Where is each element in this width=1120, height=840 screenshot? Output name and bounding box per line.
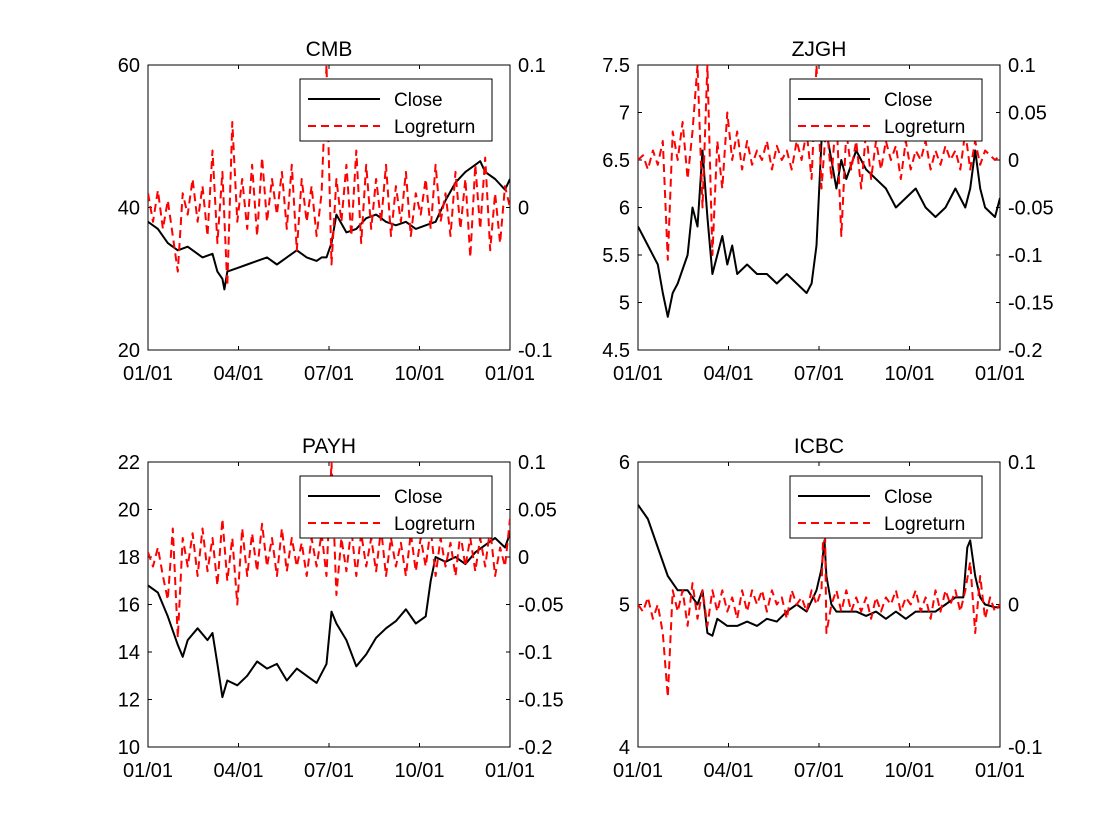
- chart-title: ICBC: [794, 435, 844, 458]
- legend-box: [299, 78, 493, 142]
- legend-label: Close: [884, 90, 933, 111]
- y-right-tick-label: -0.15: [1008, 293, 1054, 315]
- y-right-tick-label: 0.1: [1008, 452, 1036, 474]
- x-tick-label: 01/01: [123, 760, 173, 782]
- x-tick-label: 01/01: [485, 760, 535, 782]
- x-tick-label: 04/01: [703, 363, 753, 385]
- chart-title: ZJGH: [792, 38, 847, 61]
- y-right-tick-label: 0.1: [1008, 55, 1036, 77]
- legend: Close Logreturn: [299, 78, 493, 142]
- series-line-close: [638, 130, 1000, 318]
- y-left-tick-label: 7.5: [602, 55, 630, 77]
- x-tick-label: 10/01: [884, 363, 934, 385]
- x-tick-label: 04/01: [213, 363, 263, 385]
- y-left-tick-label: 16: [118, 595, 140, 617]
- legend-label: Logreturn: [884, 117, 965, 138]
- legend: Close Logreturn: [299, 475, 493, 539]
- y-left-tick-label: 22: [118, 452, 140, 474]
- y-right-tick-label: -0.2: [1008, 340, 1042, 362]
- legend-label: Logreturn: [884, 514, 965, 535]
- y-right-tick-label: -0.2: [518, 737, 552, 759]
- y-left-tick-label: 6: [619, 198, 630, 220]
- y-left-tick-label: 6.5: [602, 150, 630, 172]
- y-left-tick-label: 5: [619, 595, 630, 617]
- x-tick-label: 01/01: [123, 363, 173, 385]
- x-tick-label: 01/01: [613, 363, 663, 385]
- y-left-tick-label: 5: [619, 293, 630, 315]
- x-tick-label: 07/01: [304, 760, 354, 782]
- y-left-tick-label: 20: [118, 500, 140, 522]
- y-left-tick-label: 4.5: [602, 340, 630, 362]
- chart-panel-zjgh: 01/01 04/01 07/01 10/01 01/014.555.566.577.5…: [602, 38, 1053, 385]
- chart-title: PAYH: [302, 435, 356, 458]
- y-right-tick-label: -0.15: [518, 690, 564, 712]
- x-tick-label: 04/01: [703, 760, 753, 782]
- x-tick-label: 07/01: [794, 760, 844, 782]
- y-right-tick-label: 0.1: [518, 452, 546, 474]
- x-tick-label: 07/01: [304, 363, 354, 385]
- legend: Close Logreturn: [789, 78, 983, 142]
- y-right-tick-label: -0.1: [518, 642, 552, 664]
- y-right-tick-label: -0.05: [1008, 198, 1054, 220]
- y-left-tick-label: 10: [118, 737, 140, 759]
- y-left-tick-label: 20: [118, 340, 140, 362]
- x-tick-label: 07/01: [794, 363, 844, 385]
- y-left-tick-label: 4: [619, 737, 630, 759]
- x-tick-label: 01/01: [975, 363, 1025, 385]
- series-line-logreturn: [148, 462, 510, 639]
- legend: Close Logreturn: [789, 475, 983, 539]
- y-left-tick-label: 12: [118, 690, 140, 712]
- legend-label: Logreturn: [394, 514, 475, 535]
- y-right-tick-label: -0.1: [1008, 245, 1042, 267]
- x-tick-label: 10/01: [394, 363, 444, 385]
- y-right-tick-label: 0: [1008, 150, 1019, 172]
- y-left-tick-label: 6: [619, 452, 630, 474]
- legend-box: [789, 475, 983, 539]
- legend-label: Close: [884, 487, 933, 508]
- series-line-logreturn: [148, 65, 510, 287]
- y-right-tick-label: 0.05: [1008, 103, 1047, 125]
- chart-title: CMB: [306, 38, 353, 61]
- series-line-logreturn: [638, 65, 1000, 261]
- legend-label: Close: [394, 487, 443, 508]
- y-left-tick-label: 60: [118, 55, 140, 77]
- y-right-tick-label: -0.1: [1008, 737, 1042, 759]
- y-right-tick-label: 0.05: [518, 500, 557, 522]
- y-left-tick-label: 18: [118, 547, 140, 569]
- y-left-tick-label: 7: [619, 103, 630, 125]
- chart-panel-icbc: 01/01 04/01 07/01 10/01 01/01456-0.100.1ICBC…: [613, 435, 1043, 782]
- y-left-tick-label: 5.5: [602, 245, 630, 267]
- legend-box: [789, 78, 983, 142]
- x-tick-label: 04/01: [213, 760, 263, 782]
- x-tick-label: 01/01: [975, 760, 1025, 782]
- chart-panel-payh: 01/01 04/01 07/01 10/01 01/0110121416182022-…: [118, 435, 564, 782]
- y-right-tick-label: -0.05: [518, 595, 564, 617]
- series-line-logreturn: [638, 489, 1000, 699]
- x-tick-label: 10/01: [394, 760, 444, 782]
- y-left-tick-label: 14: [118, 642, 140, 664]
- y-right-tick-label: 0: [518, 547, 529, 569]
- chart-panel-cmb: 01/01 04/01 07/01 10/01 01/01204060-0.100.1C…: [118, 38, 553, 385]
- legend-label: Close: [394, 90, 443, 111]
- x-tick-label: 01/01: [613, 760, 663, 782]
- y-right-tick-label: -0.1: [518, 340, 552, 362]
- x-tick-label: 10/01: [884, 760, 934, 782]
- y-right-tick-label: 0: [518, 198, 529, 220]
- legend-box: [299, 475, 493, 539]
- y-right-tick-label: 0: [1008, 595, 1019, 617]
- legend-label: Logreturn: [394, 117, 475, 138]
- x-tick-label: 01/01: [485, 363, 535, 385]
- y-left-tick-label: 40: [118, 198, 140, 220]
- y-right-tick-label: 0.1: [518, 55, 546, 77]
